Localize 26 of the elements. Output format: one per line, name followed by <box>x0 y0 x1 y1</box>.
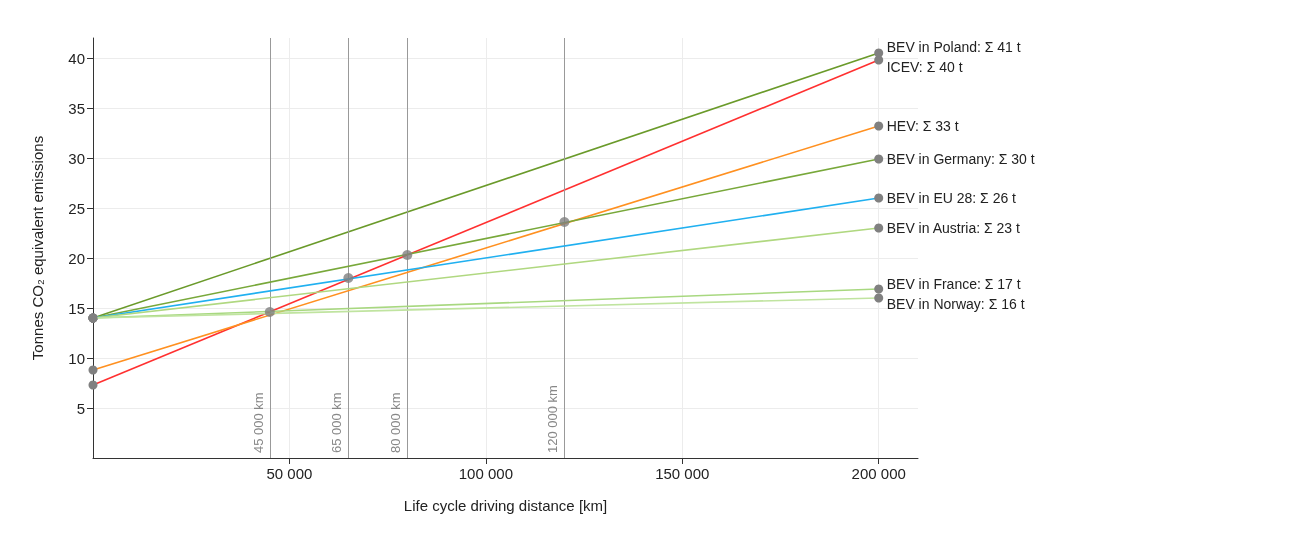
x-tick-label: 200 000 <box>851 465 906 482</box>
ref-line-label: 65 000 km <box>329 392 345 453</box>
y-tick-label: 10 <box>68 349 85 367</box>
series-label: BEV in Germany: Σ 30 t <box>886 151 1035 167</box>
y-tick-label: 30 <box>68 149 85 167</box>
y-tick-label: 35 <box>68 99 85 117</box>
y-tick-label: 20 <box>68 249 85 267</box>
x-tick-label: 100 000 <box>458 465 513 482</box>
ref-line-label: 45 000 km <box>250 392 266 453</box>
y-tick-label: 40 <box>68 49 85 67</box>
y-axis-title: Tonnes CO₂ equivalent emissions <box>29 135 46 361</box>
series-label: BEV in Poland: Σ 41 t <box>886 38 1021 55</box>
y-tick-label: 5 <box>76 399 85 417</box>
series-label: BEV in Austria: Σ 23 t <box>886 220 1020 236</box>
x-axis-title: Life cycle driving distance [km] <box>403 497 608 514</box>
series-label: BEV in EU 28: Σ 26 t <box>886 190 1017 206</box>
y-tick-label: 25 <box>68 199 85 217</box>
series-label: BEV in France: Σ 17 t <box>886 275 1021 292</box>
x-tick-label: 50 000 <box>266 465 313 482</box>
y-tick-label: 15 <box>68 299 85 317</box>
series-label: ICEV: Σ 40 t <box>886 58 963 75</box>
x-tick-label: 150 000 <box>655 465 710 482</box>
ref-line-label: 120 000 km <box>545 385 561 453</box>
ref-line-label: 80 000 km <box>388 392 404 453</box>
series-label: BEV in Norway: Σ 16 t <box>886 295 1025 312</box>
series-label: HEV: Σ 33 t <box>886 118 959 134</box>
